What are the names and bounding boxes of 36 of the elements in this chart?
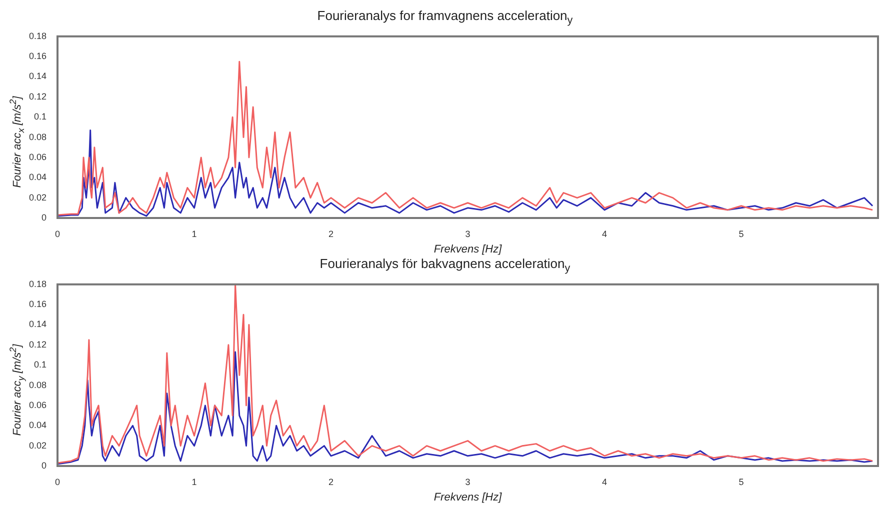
y-tick-label: 0.06 [28, 152, 47, 162]
x-tick-label: 5 [738, 228, 744, 239]
y-tick-label: 0.08 [28, 132, 47, 142]
x-axis-title: Frekvens [Hz] [434, 243, 503, 256]
y-tick-label: 0.1 [34, 112, 47, 122]
y-tick-label: 0.12 [28, 91, 47, 102]
x-tick-label: 2 [328, 228, 334, 239]
x-tick-label: 1 [192, 228, 197, 239]
y-tick-label: 0.04 [28, 420, 47, 430]
x-tick-label: 0 [55, 476, 60, 487]
y-tick-label: 0.16 [28, 299, 47, 310]
y-tick-label: 0.02 [28, 440, 47, 450]
x-axis-title: Frekvens [Hz] [434, 491, 503, 504]
x-tick-label: 3 [465, 228, 470, 239]
x-tick-label: 3 [465, 476, 470, 487]
y-tick-label: 0 [42, 460, 47, 470]
y-tick-label: 0.02 [28, 192, 47, 202]
x-tick-label: 5 [738, 476, 744, 487]
y-tick-label: 0.04 [28, 172, 47, 182]
x-tick-label: 1 [192, 476, 197, 487]
y-tick-label: 0.14 [28, 71, 47, 82]
chart-title: Fourieranalys för bakvagnens acceleration$_{y}$ [318, 256, 572, 276]
chart-title: Fourieranalys for framvagnens acceleration$_{y}$ [316, 8, 574, 28]
y-tick-label: 0.18 [28, 278, 47, 289]
x-tick-label: 2 [328, 476, 334, 487]
y-tick-label: 0.06 [28, 400, 47, 410]
x-tick-label: 4 [602, 476, 608, 487]
y-tick-label: 0.18 [28, 30, 47, 41]
y-tick-label: 0 [42, 212, 47, 222]
y-tick-label: 0.14 [28, 319, 47, 330]
y-tick-label: 0.08 [28, 380, 47, 390]
x-tick-label: 0 [55, 228, 60, 239]
y-tick-label: 0.12 [28, 339, 47, 350]
y-tick-label: 0.1 [34, 360, 47, 370]
y-tick-label: 0.16 [28, 51, 47, 62]
x-tick-label: 4 [602, 228, 608, 239]
